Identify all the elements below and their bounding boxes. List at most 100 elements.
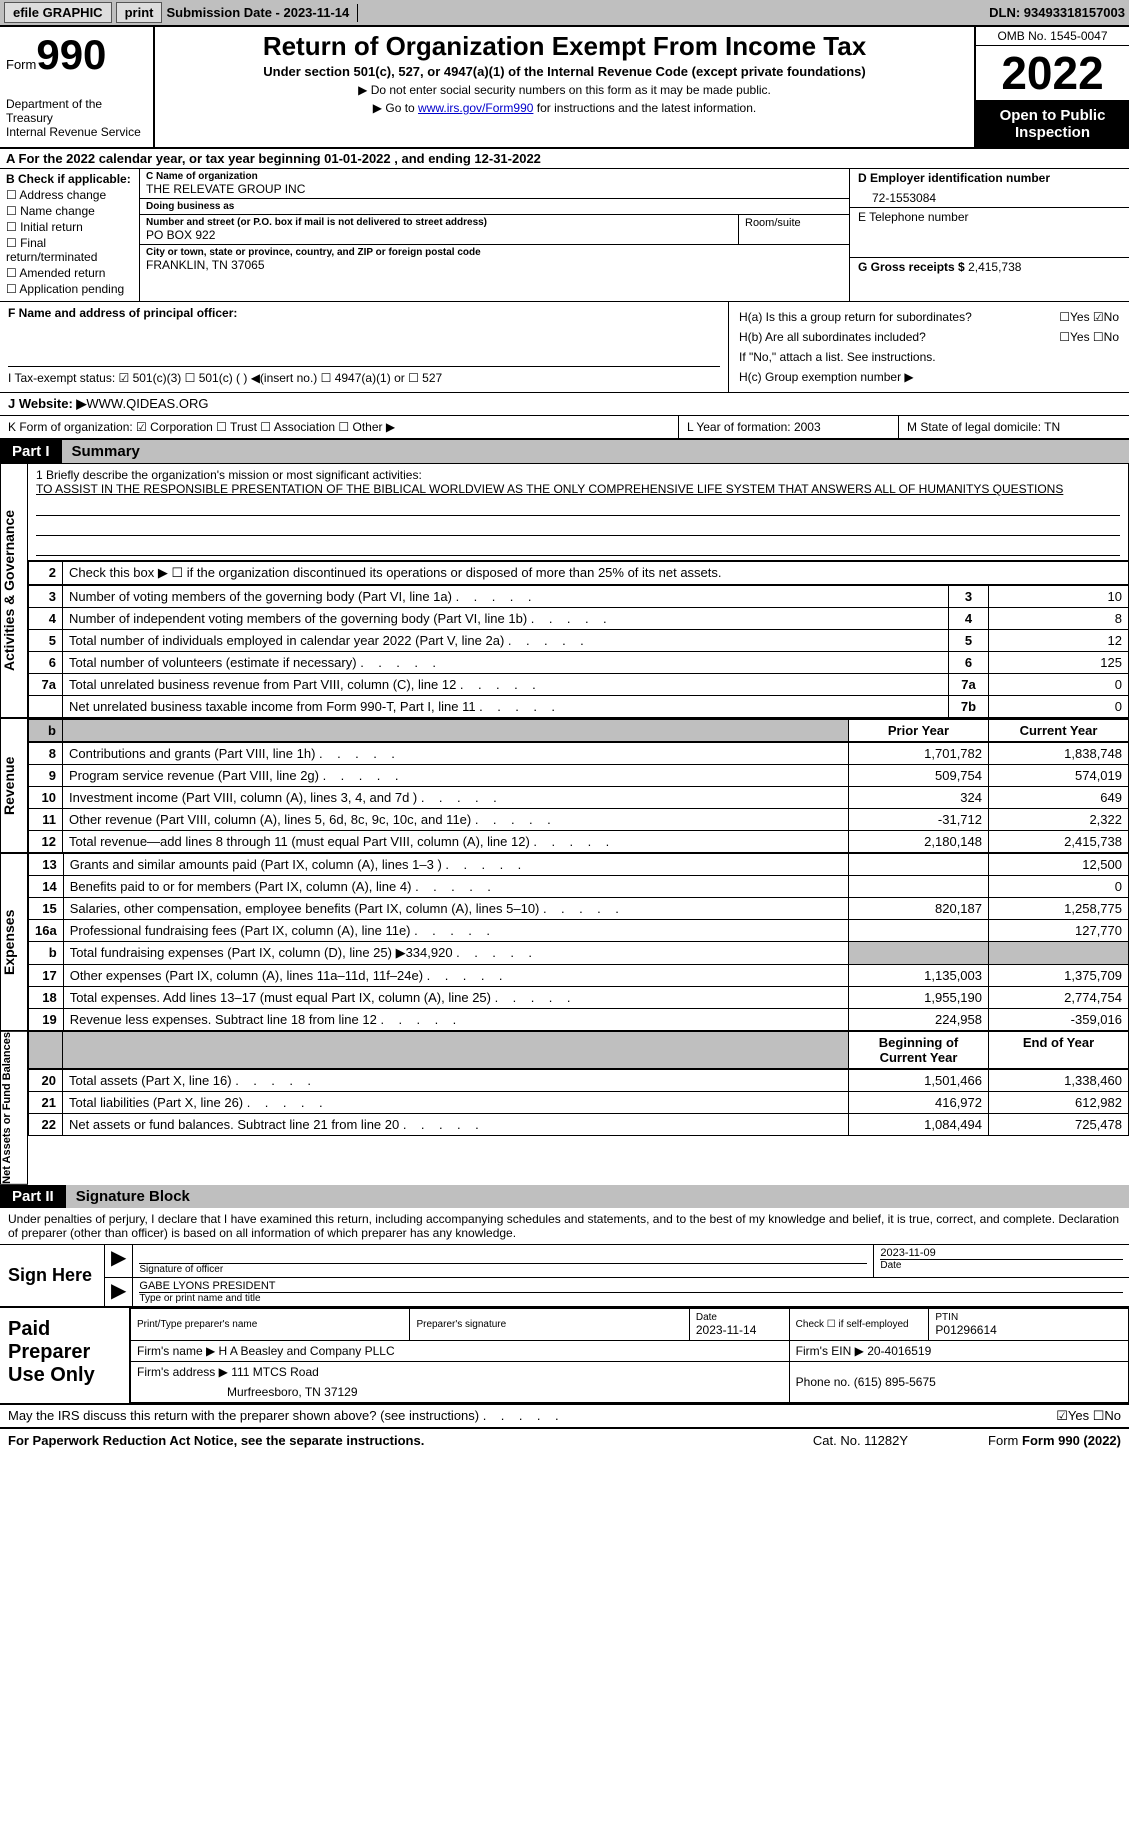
current-value: 127,770 [989,920,1129,942]
line-desc: Total assets (Part X, line 16) [63,1070,849,1092]
gross-receipts-value: 2,415,738 [968,260,1021,274]
blank: b [29,719,63,742]
discuss-answer[interactable]: ☑Yes ☐No [1056,1408,1121,1424]
line-desc: Total unrelated business revenue from Pa… [63,674,949,696]
officer-name: GABE LYONS PRESIDENT [139,1280,1123,1292]
current-value: 2,774,754 [989,987,1129,1009]
firm-ein-lbl: Firm's EIN ▶ [796,1344,868,1358]
line-value: 10 [989,586,1129,608]
mission-label: 1 Briefly describe the organization's mi… [36,468,1120,482]
prior-value: 416,972 [849,1092,989,1114]
prior-value: 324 [849,787,989,809]
check-b-label: B Check if applicable: [6,172,133,186]
form-footer: Form Form 990 (2022) [988,1433,1121,1448]
line-num: 9 [29,765,63,787]
blank [63,1032,849,1069]
hb-answer[interactable]: ☐Yes ☐No [1042,328,1119,346]
firm-addr2: Murfreesboro, TN 37129 [137,1379,783,1399]
line-desc: Number of independent voting members of … [63,608,949,630]
website-link[interactable]: WWW.QIDEAS.ORG [86,396,208,412]
line-desc: Net unrelated business taxable income fr… [63,696,949,718]
side-revenue: Revenue [0,718,28,853]
public-inspection: Open to Public Inspection [976,101,1129,147]
submission-date: Submission Date - 2023-11-14 [166,5,349,20]
line-num: 6 [29,652,63,674]
line-desc: Total fundraising expenses (Part IX, col… [63,942,848,965]
line-desc: Salaries, other compensation, employee b… [63,898,848,920]
hdr-prior: Prior Year [849,719,989,742]
line-desc: Net assets or fund balances. Subtract li… [63,1114,849,1136]
current-value: 1,258,775 [989,898,1129,920]
check-if-applicable: B Check if applicable: ☐ Address change … [0,169,140,301]
part1-header: Part I Summary [0,440,1129,463]
omb-number: OMB No. 1545-0047 [976,27,1129,46]
line-box: 5 [949,630,989,652]
year-formation: L Year of formation: 2003 [679,416,899,438]
ein-value: 72-1553084 [858,185,1121,205]
form-number: 990 [36,31,106,78]
line-num: 13 [29,854,64,876]
chk-address-change[interactable]: ☐ Address change [6,188,133,202]
efile-button[interactable]: efile GRAPHIC [4,2,112,23]
current-value: 2,322 [989,809,1129,831]
line-num: 17 [29,965,64,987]
cat-number: Cat. No. 11282Y [813,1433,908,1448]
prior-value: 509,754 [849,765,989,787]
line-desc: Program service revenue (Part VIII, line… [63,765,849,787]
current-value: 1,838,748 [989,743,1129,765]
firm-name-lbl: Firm's name ▶ [137,1344,219,1358]
chk-name-change[interactable]: ☐ Name change [6,204,133,218]
current-value [989,942,1129,965]
ha-answer[interactable]: ☐Yes ☑No [1042,308,1119,326]
prior-value [849,854,989,876]
prep-name-lbl: Print/Type preparer's name [137,1319,403,1330]
dept-treasury: Department of the Treasury [6,97,147,125]
line-num: 21 [29,1092,63,1114]
hb-label: H(b) Are all subordinates included? [739,328,1040,346]
form-header: Form990 Department of the Treasury Inter… [0,27,1129,149]
line-num [29,696,63,718]
prior-value: 1,501,466 [849,1070,989,1092]
sign-here-label: Sign Here [0,1245,105,1306]
hdr-curr: Current Year [989,719,1129,742]
line-desc: Total number of volunteers (estimate if … [63,652,949,674]
line-value: 12 [989,630,1129,652]
line-num: 4 [29,608,63,630]
prep-date: 2023-11-14 [696,1323,783,1337]
dln-label: DLN: 93493318157003 [989,5,1125,20]
current-value: 649 [989,787,1129,809]
line-num: 14 [29,876,64,898]
prior-value: 224,958 [849,1009,989,1031]
line-desc: Investment income (Part VIII, column (A)… [63,787,849,809]
irs-link[interactable]: www.irs.gov/Form990 [418,101,533,115]
line-num: 11 [29,809,63,831]
line-desc: Number of voting members of the governin… [63,586,949,608]
prior-value [849,876,989,898]
line-num: 22 [29,1114,63,1136]
line-num: 20 [29,1070,63,1092]
chk-amended[interactable]: ☐ Amended return [6,266,133,280]
signature-field[interactable] [139,1247,867,1263]
divider [357,4,358,22]
line-desc: Other expenses (Part IX, column (A), lin… [63,965,848,987]
chk-final-return[interactable]: ☐ Final return/terminated [6,236,133,264]
officer-label: F Name and address of principal officer: [8,306,720,320]
mission-text: TO ASSIST IN THE RESPONSIBLE PRESENTATIO… [36,482,1120,496]
self-emp-check[interactable]: Check ☐ if self-employed [789,1308,929,1340]
chk-initial-return[interactable]: ☐ Initial return [6,220,133,234]
prior-value: 1,701,782 [849,743,989,765]
current-value: 12,500 [989,854,1129,876]
ha-label: H(a) Is this a group return for subordin… [739,308,1040,326]
org-name: THE RELEVATE GROUP INC [146,182,843,196]
prior-value: 820,187 [849,898,989,920]
side-expenses: Expenses [0,853,28,1031]
city-label: City or town, state or province, country… [146,247,843,258]
line-num: 18 [29,987,64,1009]
arrow-icon: ▶ [105,1245,132,1277]
prior-value [849,920,989,942]
chk-pending[interactable]: ☐ Application pending [6,282,133,296]
print-button[interactable]: print [116,2,163,23]
line-desc: Other revenue (Part VIII, column (A), li… [63,809,849,831]
city-value: FRANKLIN, TN 37065 [146,258,843,272]
line-box: 6 [949,652,989,674]
